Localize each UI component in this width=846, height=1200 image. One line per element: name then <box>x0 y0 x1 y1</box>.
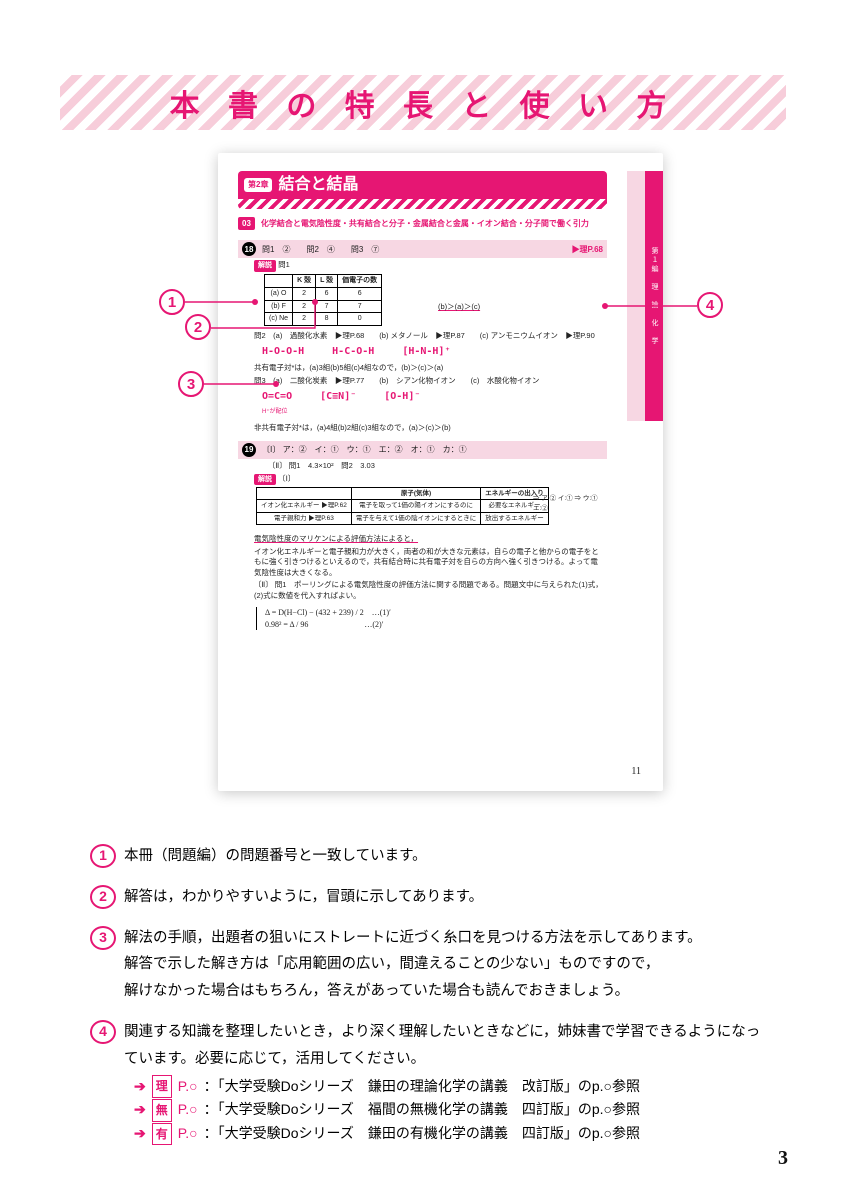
callout-bubble: 3 <box>178 371 204 397</box>
explain-text: 解法の手順，出題者の狙いにストレートに近づく糸口を見つける方法を示してあります。… <box>124 925 770 1005</box>
ref-p: P.○ <box>178 1122 198 1146</box>
explain-item: 2 解答は，わかりやすいように，冒頭に示してあります。 <box>90 884 770 911</box>
explain-item: 4 関連する知識を整理したいとき，より深く理解したいときなどに，姉妹書で学習でき… <box>90 1019 770 1073</box>
ref-line: ➔ 理 P.○ ：「大学受験Doシリーズ 鎌田の理論化学の講義 改訂版」のp.○… <box>90 1075 770 1099</box>
ref-text: ：「大学受験Doシリーズ 福間の無機化学の講義 四訂版」のp.○参照 <box>204 1098 640 1122</box>
leader-lines <box>0 0 846 800</box>
explanation-list: 1 本冊（問題編）の問題番号と一致しています。 2 解答は，わかりやすいように，… <box>90 843 770 1146</box>
callout-bubble: 1 <box>159 289 185 315</box>
callout-2: 2 <box>185 314 211 340</box>
callout-bubble: 4 <box>697 292 723 318</box>
ref-line: ➔ 無 P.○ ：「大学受験Doシリーズ 福間の無機化学の講義 四訂版」のp.○… <box>90 1098 770 1122</box>
ref-line: ➔ 有 P.○ ：「大学受験Doシリーズ 鎌田の有機化学の講義 四訂版」のp.○… <box>90 1122 770 1146</box>
leader-dot <box>252 299 258 305</box>
explain-item: 3 解法の手順，出題者の狙いにストレートに近づく糸口を見つける方法を示してありま… <box>90 925 770 1005</box>
ref-text: ：「大学受験Doシリーズ 鎌田の有機化学の講義 四訂版」のp.○参照 <box>204 1122 640 1146</box>
ref-text: ：「大学受験Doシリーズ 鎌田の理論化学の講義 改訂版」のp.○参照 <box>204 1075 640 1099</box>
page-number: 3 <box>778 1147 788 1170</box>
explain-item: 1 本冊（問題編）の問題番号と一致しています。 <box>90 843 770 870</box>
line: 解法の手順，出題者の狙いにストレートに近づく糸口を見つける方法を示してあります。 <box>124 930 702 946</box>
callout-3: 3 <box>178 371 204 397</box>
explain-number: 4 <box>90 1020 116 1044</box>
ref-p: P.○ <box>178 1098 198 1122</box>
ref-tag: 無 <box>152 1099 172 1121</box>
ref-tag: 理 <box>152 1075 172 1097</box>
callout-4: 4 <box>697 292 723 318</box>
explain-text: 本冊（問題編）の問題番号と一致しています。 <box>124 843 770 870</box>
explain-number: 3 <box>90 926 116 950</box>
line: 解答で示した解き方は「応用範囲の広い，間違えることの少ない」ものですので， <box>124 956 659 972</box>
ref-p: P.○ <box>178 1075 198 1099</box>
leader-dot <box>273 381 279 387</box>
callout-1: 1 <box>159 289 185 315</box>
arrow-icon: ➔ <box>134 1122 146 1146</box>
arrow-icon: ➔ <box>134 1075 146 1099</box>
explain-number: 1 <box>90 844 116 868</box>
arrow-icon: ➔ <box>134 1098 146 1122</box>
explain-text: 関連する知識を整理したいとき，より深く理解したいときなどに，姉妹書で学習できるよ… <box>124 1019 770 1073</box>
leader-dot <box>602 303 608 309</box>
leader-dot <box>312 299 318 305</box>
ref-tag: 有 <box>152 1123 172 1145</box>
explain-number: 2 <box>90 885 116 909</box>
line: 解けなかった場合はもちろん，答えがあっていた場合も読んでおきましょう。 <box>124 983 629 999</box>
callout-bubble: 2 <box>185 314 211 340</box>
explain-text: 解答は，わかりやすいように，冒頭に示してあります。 <box>124 884 770 911</box>
